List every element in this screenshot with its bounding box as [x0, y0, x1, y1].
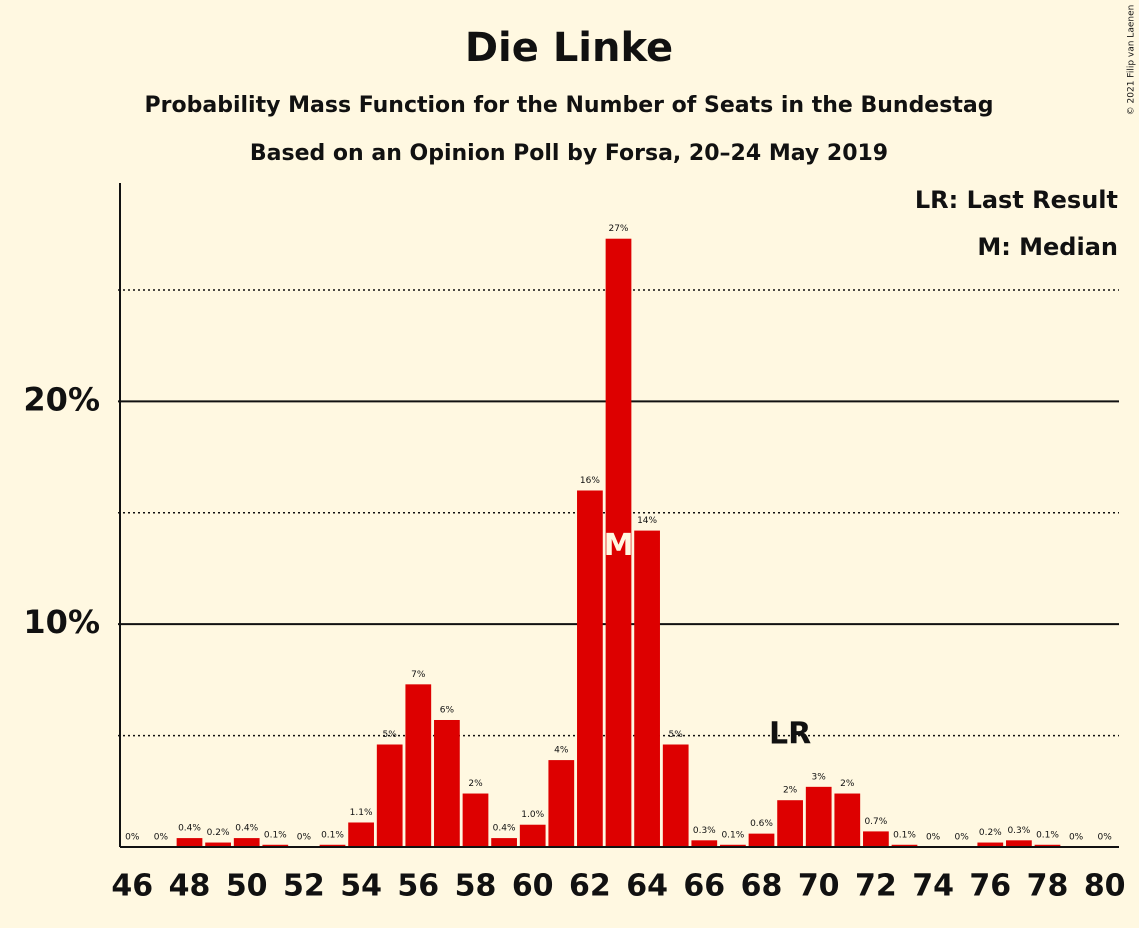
y-tick-label: 10% [23, 603, 100, 641]
value-label: 14% [637, 516, 657, 526]
x-tick-label: 54 [340, 869, 382, 904]
bar [720, 844, 746, 847]
annotation: LR [769, 717, 811, 752]
value-label: 0% [297, 833, 312, 843]
value-label: 0.2% [207, 828, 230, 838]
value-label: 0.1% [321, 830, 344, 840]
annotation: M [604, 528, 634, 563]
bar [1006, 840, 1032, 847]
legend-entry: LR: Last Result [915, 186, 1118, 214]
value-label: 16% [580, 476, 600, 486]
x-tick-label: 50 [226, 869, 268, 904]
bar [634, 530, 660, 847]
legend-entry: M: Median [977, 233, 1118, 261]
bar [205, 842, 231, 847]
bar [805, 786, 832, 847]
value-label: 0.1% [1036, 830, 1059, 840]
value-label: 0.3% [693, 826, 716, 836]
x-tick-label: 70 [798, 869, 840, 904]
value-label: 1.1% [350, 808, 373, 818]
value-label: 2% [468, 779, 483, 789]
value-label: 0% [926, 833, 941, 843]
bar [691, 840, 718, 847]
bar [176, 838, 203, 847]
value-label: 3% [812, 772, 827, 782]
chart-title: Die Linke [465, 25, 673, 71]
value-label: 0.1% [264, 830, 287, 840]
value-label: 0.1% [721, 830, 744, 840]
bar [405, 684, 432, 847]
value-label: 1.0% [521, 810, 544, 820]
x-tick-label: 72 [855, 869, 897, 904]
x-tick-label: 74 [912, 869, 954, 904]
value-label: 0% [1098, 833, 1113, 843]
bar [777, 800, 803, 847]
value-label: 0.6% [750, 819, 773, 829]
value-label: 27% [608, 224, 628, 234]
x-tick-label: 68 [741, 869, 783, 904]
x-tick-label: 46 [111, 869, 153, 904]
bar [834, 793, 861, 847]
value-label: 5% [383, 730, 398, 740]
bar [519, 824, 546, 847]
x-tick-label: 80 [1084, 869, 1126, 904]
value-label: 5% [669, 730, 684, 740]
bar [233, 838, 260, 847]
bar [977, 842, 1004, 847]
value-label: 0.7% [864, 817, 887, 827]
value-label: 6% [440, 705, 455, 715]
value-label: 0% [1069, 833, 1084, 843]
chart-subtitle: Based on an Opinion Poll by Forsa, 20–24… [250, 141, 888, 166]
bar [662, 744, 689, 847]
x-tick-label: 62 [569, 869, 611, 904]
bar [434, 719, 460, 847]
value-label: 0% [154, 833, 169, 843]
bar [891, 844, 918, 847]
bar [863, 831, 889, 847]
value-label: 0.2% [979, 828, 1002, 838]
x-tick-label: 78 [1027, 869, 1069, 904]
x-tick-label: 76 [969, 869, 1011, 904]
y-tick-label: 20% [23, 380, 100, 418]
x-tick-label: 66 [683, 869, 725, 904]
x-tick-label: 60 [512, 869, 554, 904]
bar [262, 844, 289, 847]
value-label: 2% [783, 786, 798, 796]
value-label: 0% [955, 833, 970, 843]
x-tick-label: 48 [169, 869, 211, 904]
bar [376, 744, 403, 847]
value-label: 0.4% [178, 824, 201, 834]
value-label: 7% [411, 670, 426, 680]
x-tick-label: 58 [455, 869, 497, 904]
x-tick-label: 64 [626, 869, 668, 904]
value-label: 0.1% [893, 830, 916, 840]
value-label: 0.3% [1007, 826, 1030, 836]
bar [748, 833, 775, 847]
bar [462, 793, 489, 847]
value-label: 0% [125, 833, 140, 843]
bar [319, 844, 346, 847]
x-tick-label: 52 [283, 869, 325, 904]
x-tick-label: 56 [397, 869, 439, 904]
value-label: 4% [554, 746, 569, 756]
bar [577, 490, 603, 847]
value-label: 2% [840, 779, 855, 789]
bar [491, 838, 517, 847]
bar [348, 822, 374, 847]
bar [605, 238, 632, 847]
bar [1034, 844, 1061, 847]
value-label: 0.4% [493, 824, 516, 834]
chart-subtitle: Probability Mass Function for the Number… [145, 93, 994, 118]
bar [548, 760, 575, 847]
value-label: 0.4% [235, 824, 258, 834]
copyright: © 2021 Filip van Laenen [1127, 5, 1137, 116]
